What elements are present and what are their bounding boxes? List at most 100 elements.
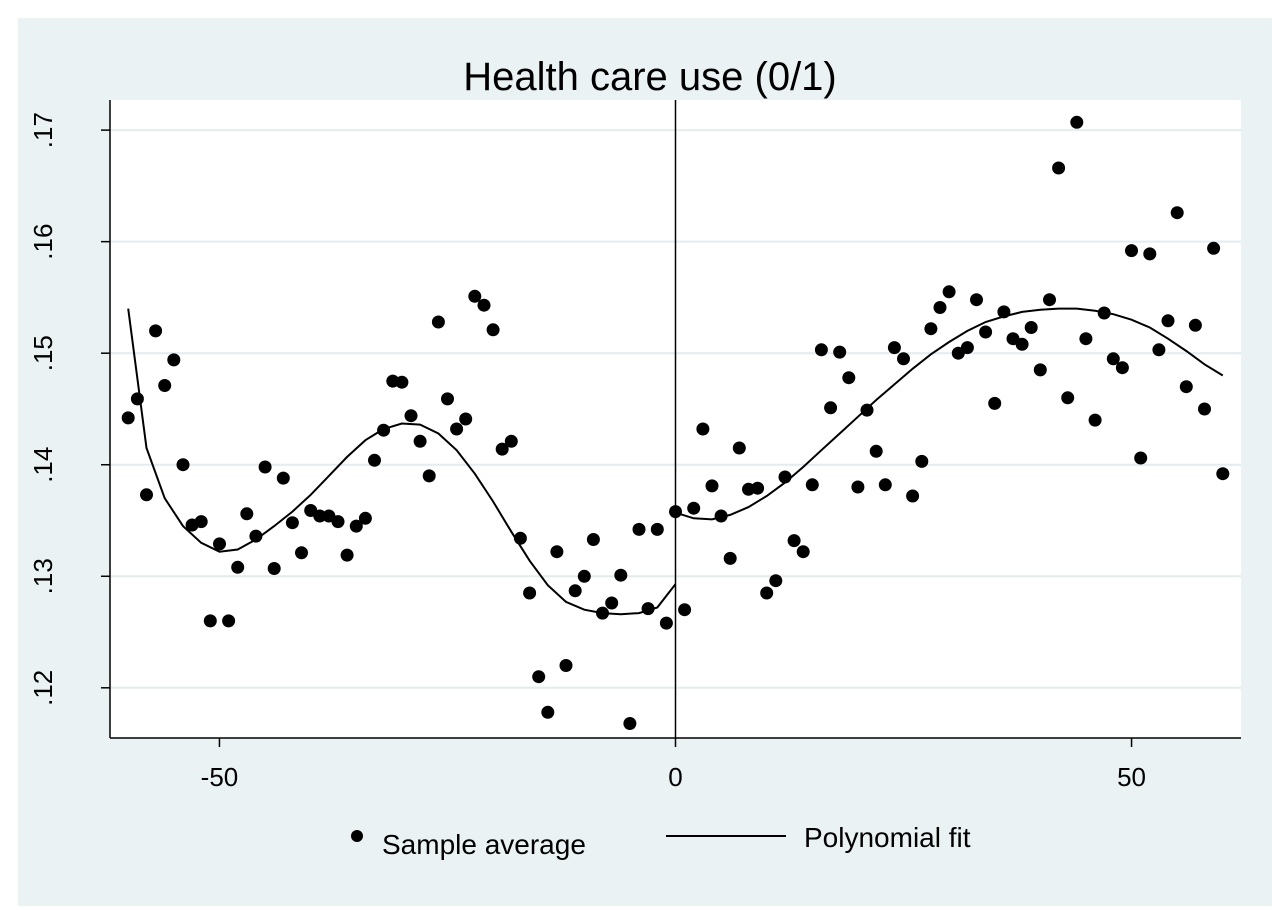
legend: Sample average Polynomial fit <box>351 822 971 860</box>
sample-average-point <box>988 396 1002 410</box>
sample-average-point <box>213 537 226 551</box>
sample-average-point <box>723 551 737 565</box>
sample-average-point <box>641 602 655 616</box>
sample-average-point <box>887 341 901 355</box>
sample-average-point <box>778 470 792 484</box>
sample-average-point <box>979 325 993 339</box>
sample-average-point <box>541 705 555 719</box>
sample-average-point <box>176 458 190 472</box>
sample-average-point <box>194 515 208 529</box>
sample-average-point <box>413 434 427 448</box>
sample-average-point <box>158 379 172 392</box>
sample-average-point <box>1043 293 1056 307</box>
sample-average-point <box>504 434 518 448</box>
sample-average-point <box>869 444 883 458</box>
sample-average-point <box>942 285 956 299</box>
sample-average-point <box>313 509 327 523</box>
sample-average-point <box>860 403 874 417</box>
sample-average-point <box>714 509 728 523</box>
sample-average-point <box>395 375 409 389</box>
sample-average-point <box>1179 380 1193 394</box>
sample-average-point <box>614 568 628 582</box>
sample-average-point <box>1198 402 1211 416</box>
sample-average-point <box>295 546 308 560</box>
y-tick-label: .12 <box>28 670 58 706</box>
sample-average-point <box>523 586 537 600</box>
sample-average-point <box>559 659 573 672</box>
sample-average-point <box>404 409 418 423</box>
y-tick-label: .16 <box>28 224 58 260</box>
sample-average-point <box>687 501 701 515</box>
sample-average-point <box>477 298 491 312</box>
legend-marker-sample-average <box>351 830 363 842</box>
sample-average-point <box>1033 363 1047 377</box>
sample-average-point <box>276 471 290 485</box>
sample-average-point <box>368 453 381 467</box>
sample-average-point <box>1088 413 1102 427</box>
y-tick-label: .13 <box>28 558 58 594</box>
sample-average-point <box>796 545 810 559</box>
sample-average-point <box>422 469 436 483</box>
sample-average-point <box>1052 161 1066 175</box>
sample-average-point <box>1079 332 1093 346</box>
sample-average-point <box>732 441 746 455</box>
sample-average-point <box>231 560 245 574</box>
sample-average-point <box>441 392 454 406</box>
y-tick-label: .17 <box>28 112 58 148</box>
sample-average-point <box>878 478 892 492</box>
sample-average-point <box>1070 115 1084 129</box>
sample-average-point <box>960 341 974 355</box>
sample-average-point <box>358 511 372 525</box>
scatter-points <box>121 115 1230 730</box>
sample-average-point <box>1024 321 1038 334</box>
sample-average-point <box>997 305 1011 319</box>
sample-average-point <box>1061 391 1075 405</box>
sample-average-point <box>258 460 272 474</box>
legend-label-polynomial-fit: Polynomial fit <box>804 822 971 853</box>
sample-average-point <box>1216 467 1230 481</box>
sample-average-point <box>203 614 217 628</box>
polynomial-fit-line <box>675 307 1224 521</box>
sample-average-point <box>1106 352 1120 366</box>
sample-average-point <box>1188 318 1202 332</box>
sample-average-point <box>459 412 473 426</box>
sample-average-point <box>1152 343 1166 357</box>
sample-average-point <box>842 371 856 385</box>
sample-average-point <box>222 614 236 628</box>
polynomial-fit-line <box>127 308 677 616</box>
sample-average-point <box>130 392 144 406</box>
sample-average-point <box>915 454 929 468</box>
sample-average-point <box>349 519 363 533</box>
y-axis-ticks: .12 .13 .14 .15 .16 .17 <box>28 112 110 706</box>
sample-average-point <box>340 548 354 562</box>
sample-average-point <box>285 516 299 530</box>
sample-average-point <box>532 670 546 684</box>
chart-figure: Health care use (0/1) .12 .13 .14 .15 .16 .17… <box>18 18 1272 906</box>
sample-average-point <box>906 489 920 503</box>
sample-average-point <box>659 616 673 630</box>
sample-average-point <box>1097 306 1111 320</box>
sample-average-point <box>267 562 281 575</box>
sample-average-point <box>140 488 153 502</box>
sample-average-point <box>705 479 719 493</box>
sample-average-point <box>577 569 591 583</box>
sample-average-point <box>1115 361 1129 375</box>
sample-average-point <box>924 322 938 336</box>
sample-average-point <box>1207 241 1221 255</box>
sample-average-point <box>586 533 600 546</box>
sample-average-point <box>760 586 774 600</box>
sample-average-point <box>605 596 619 610</box>
sample-average-point <box>897 352 910 366</box>
sample-average-point <box>450 422 464 436</box>
sample-average-point <box>787 534 801 548</box>
polynomial-fit-lines <box>127 307 1224 616</box>
sample-average-point <box>1161 314 1175 328</box>
sample-average-point <box>167 353 181 367</box>
x-tick-label: 50 <box>1117 762 1146 792</box>
sample-average-point <box>678 603 692 617</box>
sample-average-point <box>149 324 163 338</box>
sample-average-point <box>970 293 983 307</box>
chart-title: Health care use (0/1) <box>463 55 837 99</box>
sample-average-point <box>486 323 500 337</box>
sample-average-point <box>824 401 838 415</box>
